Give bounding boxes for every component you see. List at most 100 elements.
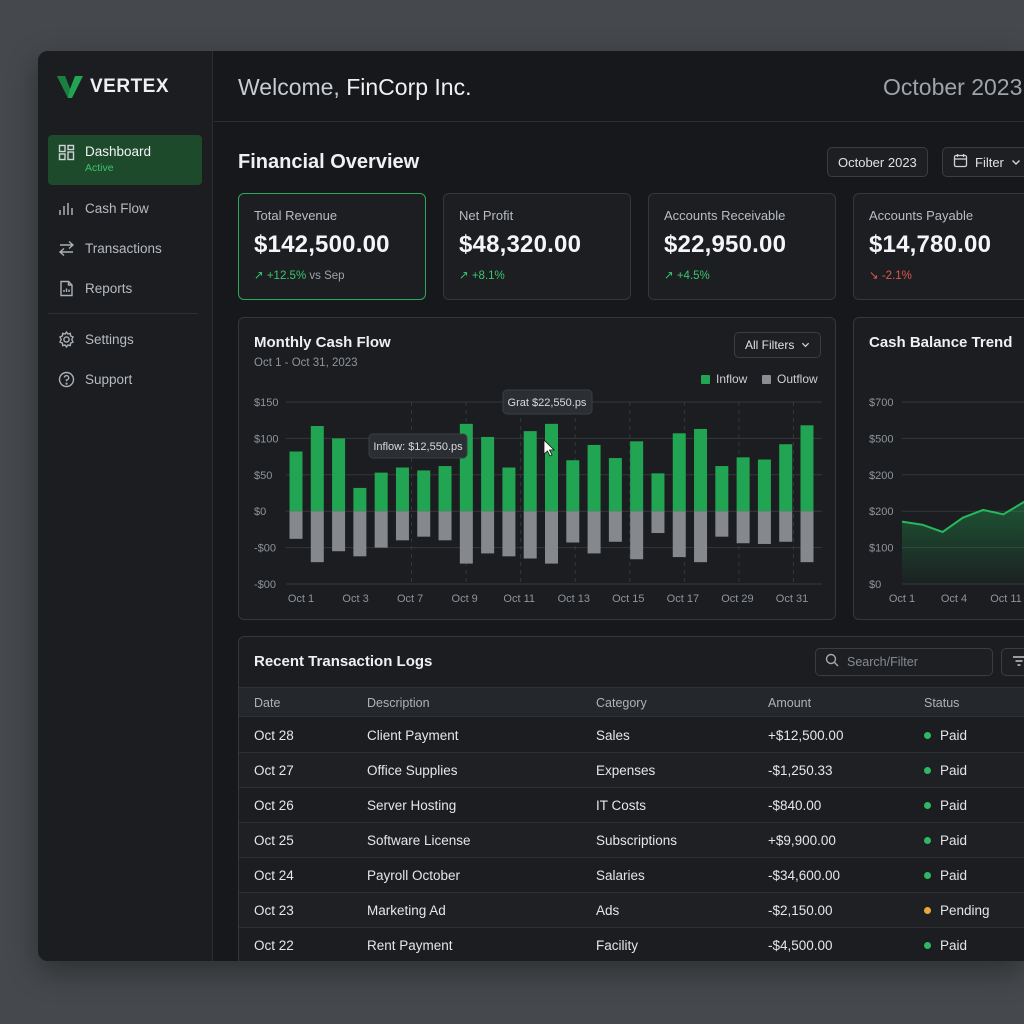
sidebar-item-reports[interactable]: Reports — [48, 270, 202, 306]
inflow-bar — [353, 487, 367, 512]
outflow-swatch — [762, 374, 771, 384]
cell-status: Paid — [924, 763, 967, 778]
status-dot — [924, 802, 931, 809]
period-label: October 2023 — [838, 154, 917, 170]
cell-amount: -$840.00 — [768, 798, 822, 813]
table-row[interactable]: Oct 25 Software License Subscriptions +$… — [239, 823, 1024, 858]
cell-amount: +$12,500.00 — [768, 728, 844, 743]
cell-category: Sales — [596, 728, 630, 743]
help-icon — [58, 371, 75, 388]
outflow-bar — [417, 511, 431, 537]
cell-date: Oct 27 — [254, 763, 294, 778]
outflow-bar — [502, 511, 516, 557]
outflow-bar — [289, 511, 303, 539]
active-label: Active — [85, 162, 114, 174]
cash-balance-chart[interactable]: $700 $500 $200 $200 $100 $0 Oct 1 Oct 4 Oct 11 — [854, 318, 1024, 621]
period-select-button[interactable]: October 2023 — [827, 147, 928, 177]
kpi-value: $142,500.00 — [254, 231, 390, 258]
y-tick-label: $0 — [869, 579, 881, 591]
outflow-bar — [523, 511, 537, 559]
column-header-description[interactable]: Description — [367, 696, 430, 710]
sidebar: VERTEX Dashboard Active Cash Flow Transa… — [38, 51, 213, 961]
app-window: VERTEX Dashboard Active Cash Flow Transa… — [38, 51, 1024, 961]
table-row[interactable]: Oct 23 Marketing Ad Ads -$2,150.00 Pendi… — [239, 893, 1024, 928]
inflow-bar — [545, 423, 558, 512]
transactions-panel: Recent Transaction Logs Date Description… — [238, 636, 1024, 961]
cell-category: Facility — [596, 938, 639, 953]
kpi-card-accounts-payable[interactable]: Accounts Payable $14,780.00 ↘ -2.1% — [853, 193, 1024, 300]
table-filter-button[interactable] — [1001, 648, 1024, 676]
app-logo[interactable]: VERTEX — [56, 75, 169, 99]
outflow-bar — [395, 511, 409, 541]
outflow-bar — [651, 511, 665, 534]
inflow-bar — [374, 472, 388, 512]
arrow-up-right-icon: ↗ — [664, 270, 674, 282]
outflow-bar — [587, 511, 601, 554]
calendar-icon — [953, 153, 968, 171]
kpi-delta-value: -2.1% — [881, 270, 912, 282]
kpi-card-accounts-receivable[interactable]: Accounts Receivable $22,950.00 ↗ +4.5% — [648, 193, 836, 300]
column-header-amount[interactable]: Amount — [768, 696, 812, 710]
document-icon — [58, 280, 75, 297]
x-tick-label: Oct 1 — [889, 593, 915, 605]
inflow-bar — [694, 428, 708, 512]
page-title: Financial Overview — [238, 151, 420, 173]
y-tick-label: $50 — [254, 470, 272, 482]
sidebar-item-cash-flow[interactable]: Cash Flow — [48, 190, 202, 226]
cash-flow-panel: Monthly Cash Flow Oct 1 - Oct 31, 2023 A… — [238, 317, 836, 620]
sidebar-item-dashboard[interactable]: Dashboard Active — [48, 135, 202, 185]
sidebar-item-settings[interactable]: Settings — [48, 321, 202, 357]
filter-label: Filter — [975, 154, 1004, 170]
y-tick-label: $100 — [869, 543, 893, 555]
kpi-delta-value: +12.5% — [266, 270, 307, 282]
outflow-bar — [310, 511, 324, 563]
column-header-status[interactable]: Status — [924, 696, 960, 710]
kpi-label: Accounts Payable — [869, 208, 974, 223]
cell-amount: -$2,150.00 — [768, 903, 833, 918]
table-row[interactable]: Oct 26 Server Hosting IT Costs -$840.00 … — [239, 788, 1024, 823]
outflow-bar — [459, 511, 473, 564]
panel-title: Cash Balance Trend — [869, 334, 1013, 351]
cell-status: Pending — [924, 903, 990, 918]
x-tick-label: Oct 1 — [288, 593, 314, 605]
cell-amount: -$34,600.00 — [768, 868, 841, 883]
company-name: FinCorp Inc. — [346, 74, 472, 100]
inflow-bar — [587, 444, 601, 512]
column-header-category[interactable]: Category — [596, 696, 647, 710]
cell-category: Expenses — [596, 763, 656, 778]
cell-date: Oct 24 — [254, 868, 294, 883]
table-row[interactable]: Oct 24 Payroll October Salaries -$34,600… — [239, 858, 1024, 893]
table-row[interactable]: Oct 22 Rent Payment Facility -$4,500.00 … — [239, 928, 1024, 961]
all-filters-button[interactable]: All Filters — [734, 332, 822, 358]
inflow-bar — [502, 467, 516, 512]
kpi-card-net-profit[interactable]: Net Profit $48,320.00 ↗ +8.1% — [443, 193, 631, 300]
tooltip-text: Grat $22,550.ps — [508, 397, 587, 409]
vertex-logo-icon — [56, 75, 84, 99]
filter-button[interactable]: Filter — [942, 147, 1024, 177]
status-dot — [924, 942, 931, 949]
arrows-swap-icon — [58, 240, 75, 257]
cell-status: Paid — [924, 868, 967, 883]
cell-description: Marketing Ad — [367, 903, 446, 918]
inflow-bar — [800, 425, 814, 512]
table-row[interactable]: Oct 28 Client Payment Sales +$12,500.00 … — [239, 718, 1024, 753]
sidebar-item-support[interactable]: Support — [48, 361, 202, 397]
header-date: October 2023 — [883, 74, 1023, 100]
cell-description: Office Supplies — [367, 763, 458, 778]
search-input[interactable] — [847, 655, 987, 669]
sidebar-item-transactions[interactable]: Transactions — [48, 230, 202, 266]
table-row[interactable]: Oct 27 Office Supplies Expenses -$1,250.… — [239, 753, 1024, 788]
x-tick-label: Oct 4 — [941, 593, 967, 605]
cell-amount: -$1,250.33 — [768, 763, 833, 778]
inflow-bar — [715, 466, 729, 512]
cell-status: Paid — [924, 938, 967, 953]
inflow-bar — [779, 444, 793, 512]
kpi-card-total-revenue[interactable]: Total Revenue $142,500.00 ↗ +12.5% vs Se… — [238, 193, 426, 300]
column-header-date[interactable]: Date — [254, 696, 281, 710]
chevron-down-icon — [1011, 155, 1021, 170]
search-field[interactable] — [815, 648, 993, 676]
cell-category: Ads — [596, 903, 620, 918]
cash-flow-chart[interactable]: $150 $100 $50 $0 -$00 -$00 Oct 1 Oct 3 Oct 7 Oct … — [239, 318, 837, 621]
status-dot — [924, 837, 931, 844]
x-tick-label: Oct 7 — [397, 593, 423, 605]
